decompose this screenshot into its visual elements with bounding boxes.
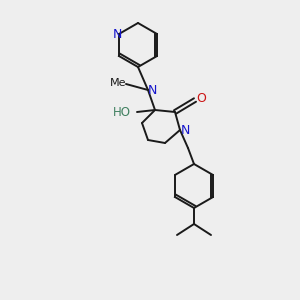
Text: N: N: [147, 83, 157, 97]
Text: N: N: [112, 28, 122, 40]
Text: Me: Me: [110, 78, 126, 88]
Text: HO: HO: [113, 106, 131, 118]
Text: O: O: [196, 92, 206, 104]
Text: N: N: [180, 124, 190, 136]
